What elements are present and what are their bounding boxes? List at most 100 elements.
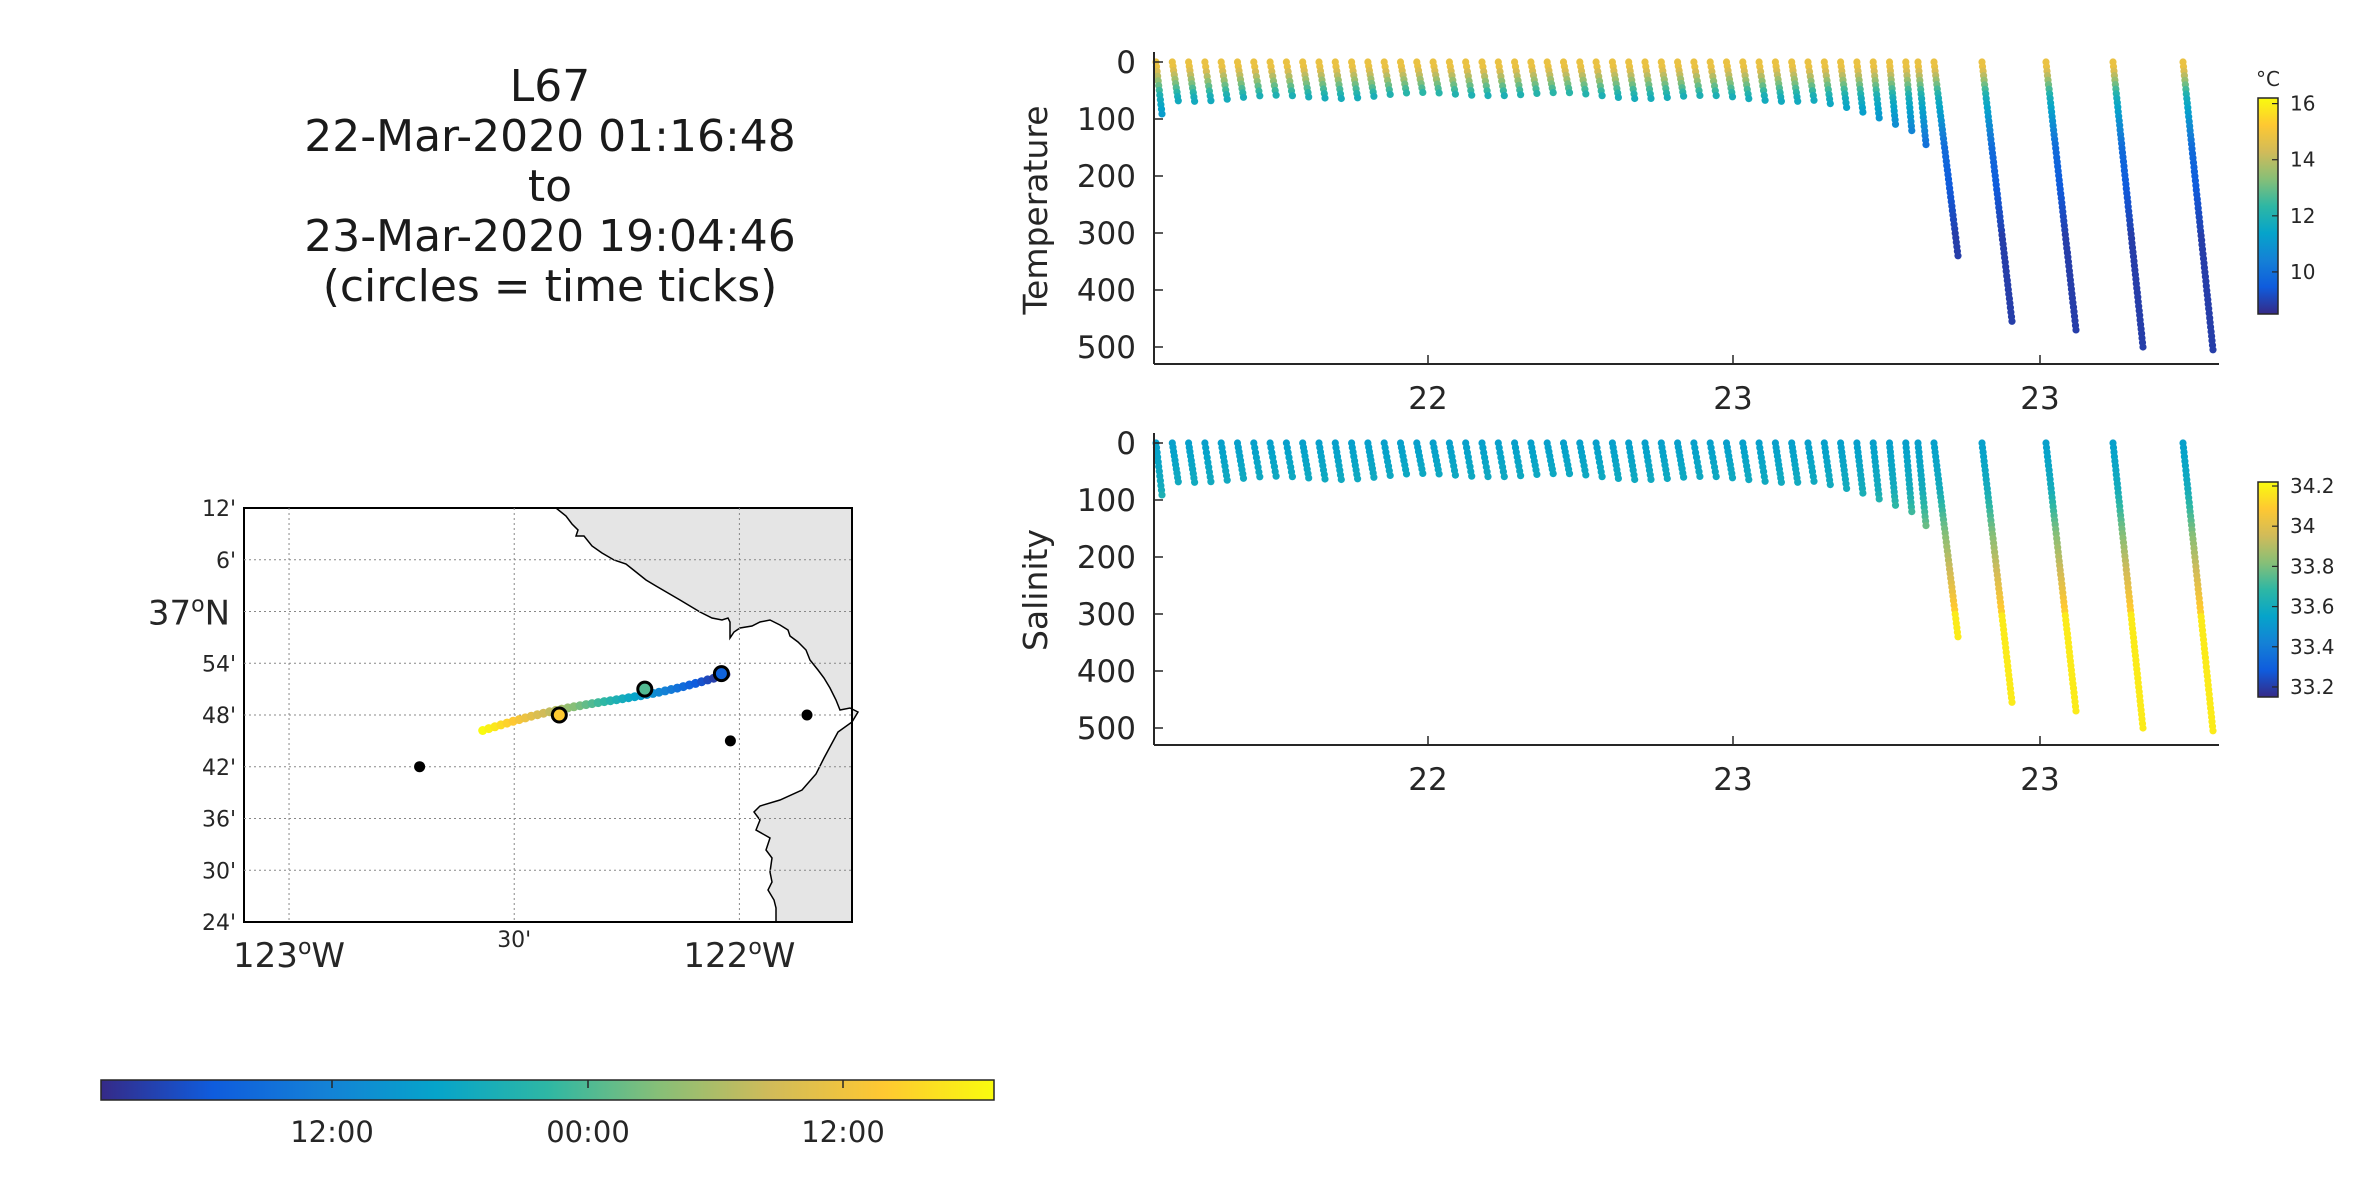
x-tick-label: 23	[2020, 762, 2059, 798]
profile-point	[1500, 92, 1508, 100]
profile-point	[1484, 473, 1492, 481]
colorbar-tick-label: 16	[2290, 92, 2315, 116]
profile-point	[1745, 95, 1753, 103]
profile-point	[1696, 472, 1704, 480]
profile-point	[1631, 94, 1639, 103]
profile-point	[1517, 91, 1525, 99]
profile-point	[1484, 92, 1492, 100]
profile-point	[1954, 633, 1962, 641]
profile-point	[1875, 495, 1883, 503]
profile-point	[1680, 473, 1688, 481]
profile-point	[1435, 89, 1443, 97]
profile-point	[1256, 473, 1264, 481]
station-markers	[414, 709, 813, 773]
station-marker	[414, 761, 426, 773]
profile-point	[1239, 474, 1248, 482]
profile-point	[1647, 94, 1655, 102]
profile-point	[1891, 501, 1900, 509]
profile-point	[1402, 470, 1411, 478]
profile-point	[1745, 476, 1753, 484]
temperature-axes: 0 100 200 300 400 500 22 23 23	[1077, 45, 2219, 417]
profile-point	[1663, 93, 1671, 102]
profile-point	[1954, 252, 1962, 260]
profile-point	[1386, 471, 1394, 479]
profile-point	[1468, 472, 1476, 480]
y-tick-label: 300	[1077, 597, 1136, 633]
profile-point	[1843, 103, 1851, 111]
profile-point	[1451, 90, 1459, 98]
x-tick-label: 23	[1713, 762, 1752, 798]
profile-point	[1305, 93, 1313, 101]
profile-point	[1517, 472, 1525, 480]
track-map-panel: 12' 6' 37oN 54' 48' 42' 36' 30' 24'123oW 30' 122oW	[148, 497, 860, 976]
profile-point	[2072, 326, 2080, 334]
profile-point	[1859, 108, 1867, 116]
profile-point	[1565, 89, 1574, 97]
profile-point	[1712, 92, 1720, 100]
colorbar-tick-label: 34.2	[2290, 474, 2335, 498]
profile-point	[1419, 88, 1427, 96]
profile-point	[1174, 97, 1182, 105]
profile-point	[2139, 724, 2147, 732]
colorbar-tick-label: 33.2	[2290, 675, 2335, 699]
temperature-ylabel: Temperature	[1016, 105, 1055, 315]
colorbar-tick-label: 33.6	[2290, 595, 2335, 619]
time-tick-circles	[550, 665, 730, 724]
time-tick-circle	[550, 706, 568, 724]
lat-tick-label: 12'	[202, 497, 236, 522]
profile-point	[1826, 481, 1834, 489]
profile-point	[1777, 478, 1785, 486]
colorbar-tick-label: 33.4	[2290, 635, 2335, 659]
x-tick-label: 22	[1408, 762, 1447, 798]
profile-point	[2209, 346, 2217, 354]
colorbar-tick-label: 10	[2290, 260, 2315, 284]
profile-point	[1810, 477, 1818, 485]
time-colorbar: 12:00 00:00 12:00	[100, 1079, 995, 1149]
profile-point	[1663, 474, 1671, 483]
profile-point	[1158, 110, 1166, 118]
y-tick-label: 100	[1077, 102, 1136, 138]
lon-tick-label: 123oW	[233, 935, 345, 976]
profile-point	[1728, 474, 1737, 482]
profile-point	[2008, 317, 2016, 325]
profile-point	[1761, 477, 1769, 485]
profile-point	[1191, 478, 1199, 486]
temperature-colorbar: °C 10 12 14 16	[2256, 67, 2315, 315]
profile-point	[1337, 94, 1345, 103]
salinity-profiles	[1152, 439, 2217, 735]
profile-point	[1777, 97, 1785, 105]
lon-tick-label: 30'	[497, 928, 531, 953]
profile-point	[1565, 470, 1574, 478]
profile-point	[1533, 470, 1541, 478]
time-colorbar-tick-label: 00:00	[546, 1115, 630, 1149]
colorbar-tick-label: 34	[2290, 514, 2315, 538]
profile-point	[1549, 470, 1557, 478]
y-tick-label: 0	[1116, 426, 1136, 462]
figure-title: L67 22-Mar-2020 01:16:48 to 23-Mar-2020 …	[240, 62, 860, 312]
lon-tick-label: 122oW	[683, 935, 795, 976]
profile-point	[1728, 93, 1737, 101]
lat-tick-label: 24'	[202, 911, 236, 936]
profile-point	[1386, 90, 1394, 98]
profile-point	[2008, 698, 2016, 706]
profile-point	[1402, 89, 1411, 97]
profile-point	[1549, 89, 1557, 97]
profile-point	[1321, 475, 1329, 483]
profile-point	[1582, 471, 1590, 479]
time-colorbar-tick-label: 12:00	[801, 1115, 885, 1149]
profile-point	[1305, 474, 1313, 482]
map-tick-labels: 12' 6' 37oN 54' 48' 42' 36' 30' 24'123oW 30' 122oW	[148, 497, 796, 976]
lat-tick-label: 37oN	[148, 593, 230, 634]
profile-point	[1761, 96, 1769, 104]
profile-point	[1272, 472, 1280, 480]
temperature-panel: 0 100 200 300 400 500 22 23 23 Temperature °C 10…	[1016, 45, 2315, 417]
profile-point	[1631, 475, 1639, 484]
x-tick-label: 22	[1408, 381, 1447, 417]
profile-point	[1207, 97, 1215, 105]
profile-point	[1223, 476, 1231, 484]
lat-tick-label: 30'	[202, 859, 236, 884]
y-tick-label: 400	[1077, 654, 1136, 690]
profile-point	[1680, 92, 1688, 100]
profile-point	[1451, 471, 1459, 479]
